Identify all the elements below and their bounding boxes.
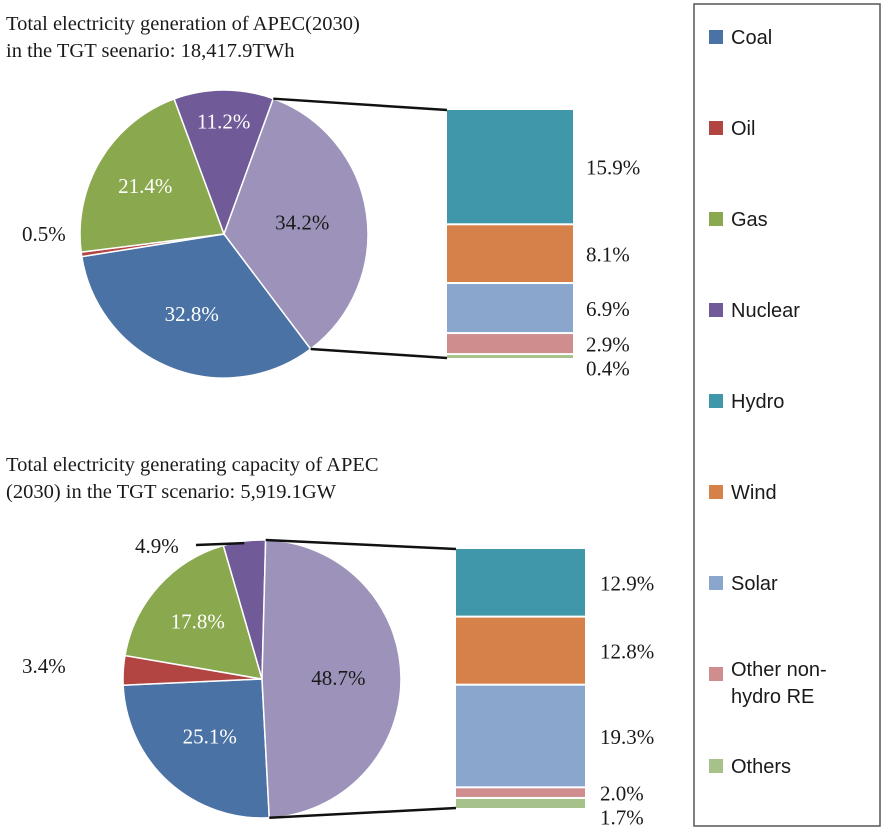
chart1-title: Total electricity generation of APEC(203… [6, 11, 360, 65]
chart2-leader-nuclear [195, 541, 245, 547]
legend-swatch-other-non-hydro-re [709, 667, 723, 681]
chart1-bar-label-wind: 8.1% [586, 243, 630, 267]
legend-label-others: Others [731, 756, 791, 778]
chart1-title-line1: Total electricity generation of APEC(203… [6, 13, 360, 35]
chart1-bar-other-non-hydro-re [447, 334, 573, 354]
chart2-title: Total electricity generating capacity of… [6, 452, 379, 506]
chart2-slice-renewables [261, 539, 402, 819]
legend-label-coal: Coal [731, 27, 772, 49]
legend-swatch-hydro [709, 394, 723, 408]
chart2-title-line1: Total electricity generating capacity of… [6, 454, 379, 476]
chart1-slice-nuclear [173, 89, 275, 237]
legend-swatch-coal [709, 30, 723, 44]
chart2-bar-label-others: 1.7% [600, 806, 644, 830]
chart1-bar-label-others: 0.4% [586, 357, 630, 381]
legend-label-nuclear: Nuclear [731, 300, 800, 322]
legend-label-solar: Solar [731, 573, 778, 595]
legend-swatch-solar [709, 576, 723, 590]
chart1-slice-label-coal: 32.8% [165, 302, 219, 326]
chart2-bar-wind [456, 617, 585, 684]
chart2-bar-label-wind: 12.8% [600, 640, 654, 664]
legend: Coal Oil Gas Nuclear Hydro Wind Solar Other non… [693, 3, 881, 827]
chart2-slice-label-gas: 17.8% [171, 610, 225, 634]
chart1-bar-label-hydro: 15.9% [586, 156, 640, 180]
chart2-slice-label-nuclear: 4.9% [135, 534, 179, 558]
chart2-bar-solar [456, 685, 585, 787]
chart2-bar-others [456, 798, 585, 808]
chart2-connector-bottom [269, 806, 457, 820]
chart1-bar-others [447, 355, 573, 358]
chart1: 32.8% 0.5% 21.4% 11.2% 34.2% 15.9% 8.1% 6.9% 2.9… [22, 89, 640, 381]
legend-swatch-gas [709, 212, 723, 226]
chart1-connector-bottom [310, 347, 448, 360]
chart2-slice-label-renewables: 48.7% [311, 666, 365, 690]
chart1-connector-top [273, 97, 448, 112]
legend-label-hydro: Hydro [731, 391, 784, 413]
legend-label-wind: Wind [731, 482, 777, 504]
chart2-bar-hydro [456, 549, 585, 616]
chart1-slice-label-renewables: 34.2% [275, 210, 329, 234]
chart2-bar-label-hydro: 12.9% [600, 571, 654, 595]
chart1-bar-solar [447, 284, 573, 333]
chart2-slice-gas [124, 544, 264, 680]
chart2-bar-label-solar: 19.3% [600, 725, 654, 749]
legend-label-oil: Oil [731, 118, 755, 140]
legend-swatch-nuclear [709, 303, 723, 317]
chart2-title-line2: (2030) in the TGT scenario: 5,919.1GW [6, 481, 337, 503]
chart1-title-line2: in the TGT seenario: 18,417.9TWh [6, 40, 295, 62]
legend-label-gas: Gas [731, 209, 768, 231]
legend-swatch-others [709, 759, 723, 773]
chart1-slice-label-oil: 0.5% [22, 222, 66, 246]
chart2-slice-label-coal: 25.1% [183, 725, 237, 749]
chart2: 25.1% 3.4% 17.8% 4.9% 48.7% 12.9% 12.8% 19.3% 2.… [22, 534, 654, 830]
legend-label-other-non-hydro-re: Other non-hydro RE [731, 659, 827, 708]
chart2-bar-other-non-hydro-re [456, 788, 585, 797]
legend-swatch-oil [709, 121, 723, 135]
legend-box [693, 3, 881, 827]
chart2-bar-label-other-non-hydro-re: 2.0% [600, 782, 644, 806]
chart1-slice-coal [80, 233, 312, 379]
chart1-bar-wind [447, 225, 573, 283]
chart2-connector-top [265, 538, 457, 551]
chart1-bar-label-solar: 6.9% [586, 297, 630, 321]
chart1-bar-label-other-non-hydro-re: 2.9% [586, 333, 630, 357]
chart2-slice-label-oil: 3.4% [22, 654, 66, 678]
chart1-slice-label-nuclear: 11.2% [197, 110, 250, 134]
chart1-bar-hydro [447, 110, 573, 224]
chart2-slice-coal [122, 678, 271, 819]
chart1-slice-renewables [223, 97, 369, 351]
legend-swatch-wind [709, 485, 723, 499]
chart1-slice-label-gas: 21.4% [118, 174, 172, 198]
